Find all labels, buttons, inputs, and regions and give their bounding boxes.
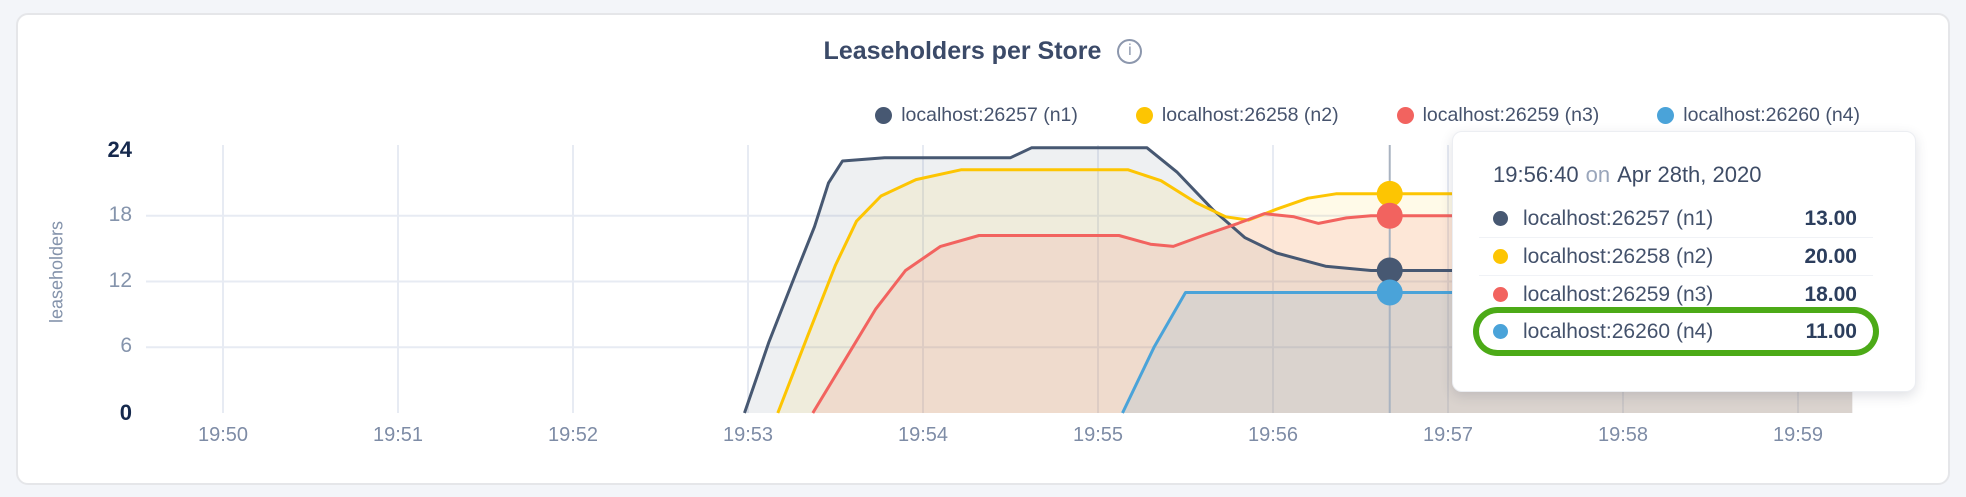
y-tick-label: 24: [107, 137, 132, 162]
chart-tooltip: 19:56:40 on Apr 28th, 2020 localhost:26257…: [1452, 131, 1916, 392]
chart-legend: localhost:26257 (n1) localhost:26258 (n2)…: [875, 102, 1860, 128]
tooltip-row-highlighted: localhost:26260 (n4) 11.00: [1479, 313, 1873, 350]
y-tick-label: 0: [119, 400, 132, 425]
x-tick-label: 19:54: [897, 424, 949, 446]
tooltip-series-name: localhost:26258 (n2): [1523, 244, 1714, 268]
legend-dot-icon: [1657, 106, 1675, 124]
legend-label: localhost:26260 (n4): [1683, 103, 1860, 126]
tooltip-series-dot-icon: [1493, 249, 1508, 264]
tooltip-series-name: localhost:26257 (n1): [1523, 206, 1714, 230]
chart-header: Leaseholders per Store i: [0, 34, 1966, 68]
legend-label: localhost:26259 (n3): [1422, 103, 1600, 126]
x-tick-label: 19:50: [197, 424, 249, 446]
legend-label: localhost:26257 (n1): [901, 103, 1078, 126]
tooltip-connector: on: [1585, 162, 1611, 187]
tooltip-date: Apr 28th, 2020: [1617, 162, 1762, 187]
x-tick-label: 19:53: [722, 424, 774, 446]
y-tick-label: 18: [108, 202, 132, 226]
tooltip-series-name: localhost:26260 (n4): [1523, 319, 1714, 343]
tooltip-series-value: 13.00: [1804, 206, 1857, 230]
y-tick-label: 6: [120, 334, 132, 358]
tooltip-series-dot-icon: [1493, 211, 1508, 226]
tooltip-series-dot-icon: [1493, 287, 1508, 302]
x-tick-label: 19:55: [1072, 424, 1124, 446]
tooltip-row: localhost:26259 (n3) 18.00: [1479, 275, 1873, 313]
tooltip-timestamp: 19:56:40 on Apr 28th, 2020: [1493, 162, 1875, 188]
x-tick-label: 19:58: [1597, 424, 1649, 446]
legend-dot-icon: [1396, 106, 1414, 124]
tooltip-rows: localhost:26257 (n1) 13.00 localhost:26258…: [1453, 200, 1915, 350]
chart-title: Leaseholders per Store: [823, 36, 1102, 65]
x-tick-label: 19:52: [547, 424, 599, 446]
tooltip-time: 19:56:40: [1493, 162, 1579, 187]
legend-item[interactable]: localhost:26257 (n1): [875, 104, 1078, 127]
x-tick-label: 19:56: [1247, 424, 1299, 446]
x-tick-label: 19:51: [372, 424, 424, 446]
legend-dot-icon: [875, 106, 893, 124]
tooltip-series-value: 20.00: [1804, 244, 1857, 268]
legend-label: localhost:26258 (n2): [1161, 103, 1339, 126]
legend-item[interactable]: localhost:26259 (n3): [1396, 103, 1600, 127]
tooltip-row: localhost:26257 (n1) 13.00: [1479, 200, 1873, 237]
legend-item[interactable]: localhost:26260 (n4): [1657, 104, 1860, 127]
x-tick-label: 19:57: [1422, 424, 1474, 446]
x-tick-label: 19:59: [1772, 424, 1824, 446]
legend-item[interactable]: localhost:26258 (n2): [1135, 103, 1339, 127]
tooltip-row: localhost:26258 (n2) 20.00: [1479, 237, 1873, 275]
tooltip-series-name: localhost:26259 (n3): [1523, 282, 1714, 306]
info-icon[interactable]: i: [1117, 38, 1143, 64]
tooltip-series-value: 11.00: [1805, 319, 1857, 343]
legend-dot-icon: [1135, 106, 1153, 124]
tooltip-series-dot-icon: [1493, 324, 1508, 339]
tooltip-series-value: 18.00: [1804, 282, 1857, 306]
y-tick-label: 12: [108, 268, 132, 292]
